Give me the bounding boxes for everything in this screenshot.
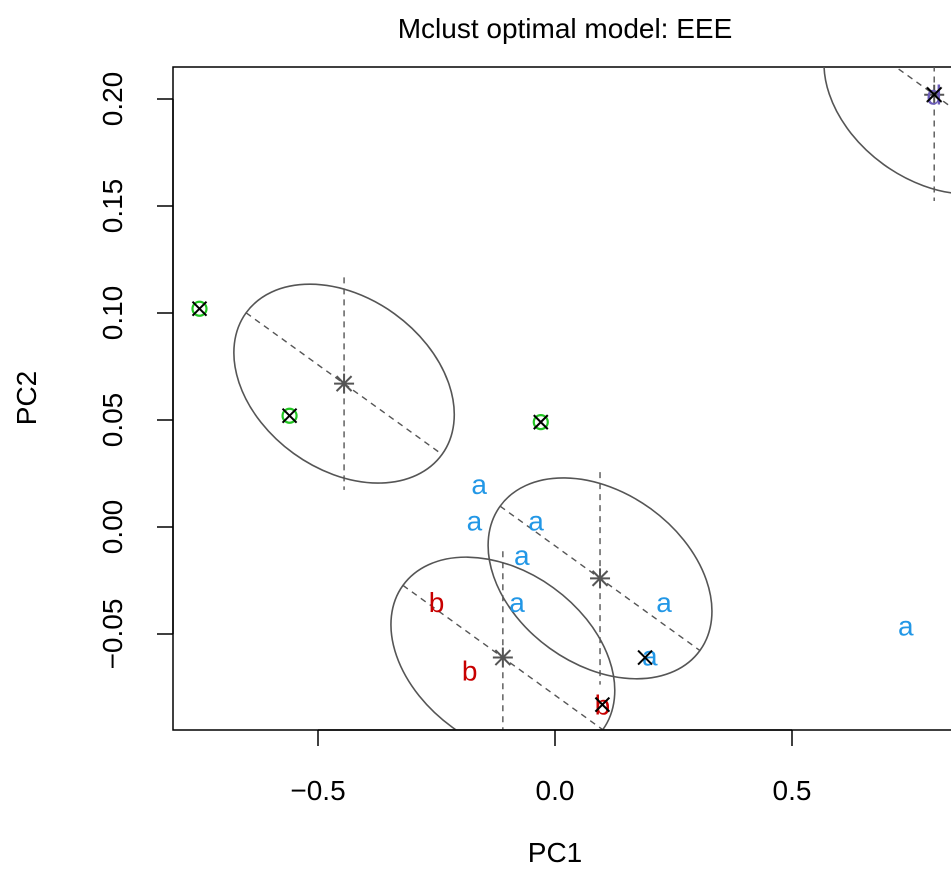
data-point	[594, 696, 611, 713]
ellipse-major-axis	[245, 312, 443, 455]
point-class-label: b	[462, 655, 478, 686]
cluster-center-marker	[590, 568, 611, 589]
point-class-label: a	[471, 469, 487, 500]
x-axis-label: PC1	[528, 837, 582, 868]
data-points: aaaaaaaabbbd	[191, 80, 942, 721]
data-point: a	[656, 587, 672, 618]
cluster-ellipse	[233, 283, 456, 484]
cluster-center-marker	[334, 373, 355, 394]
data-point: b	[429, 587, 445, 618]
ellipse-outline	[823, 67, 951, 195]
point-class-label: a	[898, 610, 914, 641]
cluster-ellipses	[233, 67, 951, 730]
point-class-label: a	[528, 506, 544, 537]
point-circle-marker	[191, 300, 208, 317]
chart-title: Mclust optimal model: EEE	[398, 13, 733, 44]
data-point: d	[926, 80, 942, 111]
point-class-label: a	[514, 540, 530, 571]
point-circle-marker	[281, 407, 298, 424]
point-class-label: a	[467, 506, 483, 537]
data-point	[532, 414, 549, 431]
y-tick-label: 0.10	[97, 286, 128, 341]
cluster-center-marker	[492, 647, 513, 668]
data-point: a	[467, 506, 483, 537]
point-class-label: a	[656, 587, 672, 618]
x-tick-label: 0.0	[536, 775, 575, 806]
data-point: a	[471, 469, 487, 500]
data-point	[281, 407, 298, 424]
point-class-label: a	[642, 640, 658, 671]
data-point: b	[462, 655, 478, 686]
data-point: a	[642, 640, 658, 671]
point-class-label: b	[429, 587, 445, 618]
point-circle-marker	[532, 414, 549, 431]
y-tick-label: 0.00	[97, 500, 128, 555]
x-tick-label: 0.5	[773, 775, 812, 806]
data-point: a	[514, 540, 530, 571]
data-point	[191, 300, 208, 317]
data-point: a	[898, 610, 914, 641]
data-point: a	[509, 587, 525, 618]
y-axis-label: PC2	[11, 371, 42, 425]
point-class-label: a	[509, 587, 525, 618]
cluster-ellipse	[823, 67, 951, 195]
data-point	[637, 649, 653, 666]
x-tick-label: −0.5	[290, 775, 345, 806]
y-tick-label: 0.20	[97, 72, 128, 127]
y-tick-label: 0.05	[97, 393, 128, 448]
y-tick-label: −0.05	[97, 599, 128, 670]
plot-frame	[172, 66, 951, 731]
data-point: a	[528, 506, 544, 537]
x-axis: −0.5 0.0 0.5	[290, 729, 812, 806]
y-axis: −0.05 0.00 0.05 0.10 0.15 0.20	[97, 72, 174, 670]
y-tick-label: 0.15	[97, 179, 128, 234]
